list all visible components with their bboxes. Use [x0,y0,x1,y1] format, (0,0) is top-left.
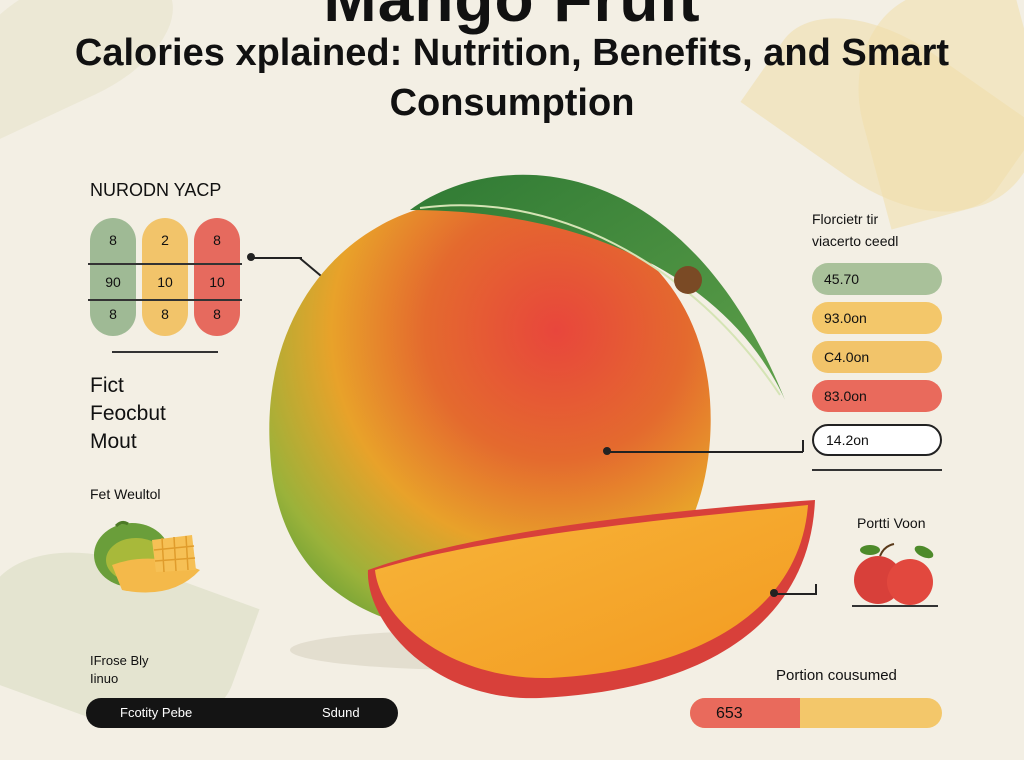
fact-label: Fict Feocbut Mout [90,372,166,456]
leader-line [775,593,817,595]
leader-line [252,257,302,259]
fact-line: Fict [90,374,124,397]
fact-line: Mout [90,430,137,453]
leader-line-vertical [815,584,817,594]
pill-divider-2 [88,299,242,301]
pill-value: 8 [213,232,221,248]
bottom-bar-left-label: Fcotity Pebe [120,705,193,720]
leader-line [608,451,803,453]
fact-line: Feocbut [90,402,166,425]
mango-cut-icon [94,520,200,593]
pill-value: 8 [213,306,221,322]
bottom-label: IFrose Bly Iinuo [90,652,149,688]
nutrient-bar: 93.0on [812,302,942,334]
right-divider [812,469,942,471]
pill-yellow [142,218,188,336]
consumed-bar: 653 [690,698,942,728]
mango-illustration [269,174,815,699]
pill-value: 8 [109,232,117,248]
consumed-label: Portion cousumed [776,667,897,684]
pill-value: 90 [105,274,121,290]
bottom-label-line: IFrose Bly [90,653,149,668]
leader-dot [603,447,611,455]
nutrient-bar: 45.70 [812,263,942,295]
nutrient-bar: 83.0on [812,380,942,412]
portion-label: Portti Voon [857,515,926,531]
right-heading-line: viacerto ceedl [812,233,899,249]
bottom-label-line: Iinuo [90,671,119,686]
pill-value: 10 [209,274,225,290]
pill-value: 8 [161,306,169,322]
leader-dot [770,589,778,597]
divider [112,351,218,353]
page-title: Calories xplained: Nutrition, Benefits, … [74,32,950,124]
right-heading-line: Florcietr tir [812,211,879,227]
leader-dot [247,253,255,261]
pill-value: 10 [157,274,173,290]
consumed-bar-red [690,698,800,728]
leader-line-vertical [802,440,804,452]
fet-label: Fet Weultol [90,486,161,502]
consumed-value: 653 [716,705,743,722]
nutrient-bar: C4.0on [812,341,942,373]
section-label-nutrition: NURODN YACP [90,180,222,200]
apple-pair-icon [854,543,934,605]
bottom-bar-right-label: Sdund [322,705,360,720]
pill-divider-1 [88,263,242,265]
nutrient-bar-outline: 14.2on [812,424,942,456]
right-heading: Florcietr tir viacerto ceedl [812,208,898,252]
portion-divider [852,605,938,607]
pill-value: 8 [109,306,117,322]
pill-red [194,218,240,336]
pill-green [90,218,136,336]
pill-value: 2 [161,232,169,248]
title-partial: Mango Fruit [0,0,1024,36]
